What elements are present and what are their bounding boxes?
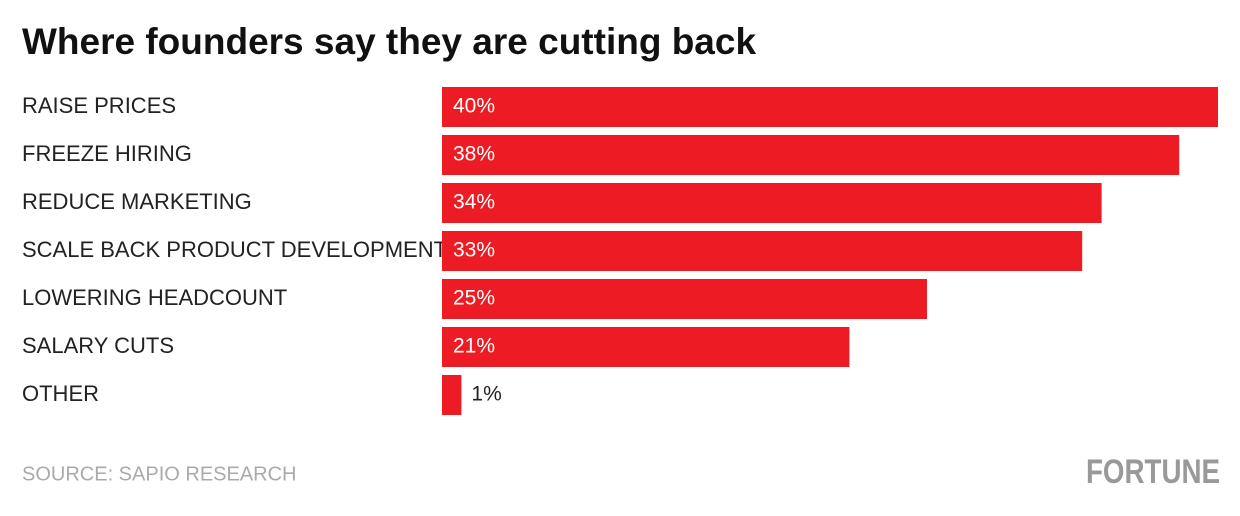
value-label: 1% <box>471 383 501 406</box>
bar <box>442 279 927 319</box>
source: SOURCE: SAPIO RESEARCH <box>22 463 297 485</box>
bar <box>442 327 850 367</box>
category-label: SALARY CUTS <box>22 333 174 358</box>
chart-title: Where founders say they are cutting back <box>22 21 756 62</box>
value-label: 38% <box>453 143 495 166</box>
category-label: LOWERING HEADCOUNT <box>22 285 287 310</box>
value-label: 25% <box>453 287 495 310</box>
value-label: 34% <box>453 191 495 214</box>
category-label: SCALE BACK PRODUCT DEVELOPMENT <box>22 237 447 262</box>
category-label: RAISE PRICES <box>22 93 176 118</box>
category-label: FREEZE HIRING <box>22 141 192 166</box>
value-label: 33% <box>453 239 495 262</box>
bar <box>442 231 1083 271</box>
category-label: OTHER <box>22 381 99 406</box>
value-label: 40% <box>453 95 495 118</box>
bar <box>442 375 462 415</box>
bar <box>442 183 1102 223</box>
bar <box>442 135 1180 175</box>
category-label: REDUCE MARKETING <box>22 189 252 214</box>
value-label: 21% <box>453 335 495 358</box>
brand: FORTUNE <box>1086 453 1220 491</box>
bar <box>442 87 1218 127</box>
